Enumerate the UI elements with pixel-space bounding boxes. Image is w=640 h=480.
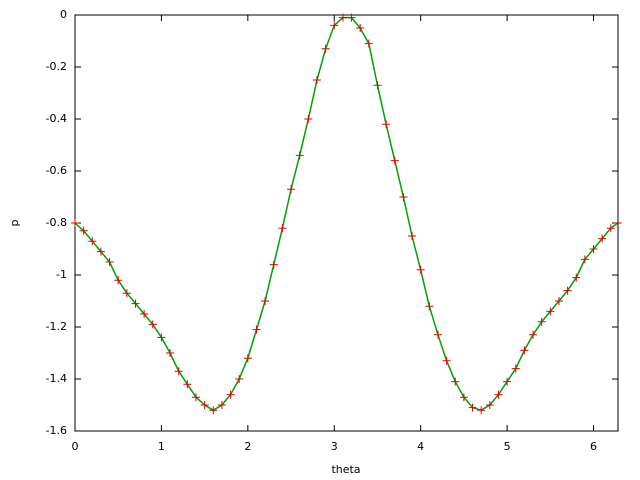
data-point bbox=[200, 401, 209, 409]
data-point bbox=[416, 265, 425, 274]
data-point bbox=[174, 367, 183, 376]
data-point bbox=[451, 377, 460, 386]
data-point bbox=[338, 13, 347, 22]
data-point bbox=[131, 299, 140, 308]
data-point bbox=[157, 333, 166, 342]
y-tick-label: -0.8 bbox=[46, 216, 67, 229]
data-point bbox=[494, 390, 503, 399]
data-point bbox=[148, 320, 157, 329]
x-axis-label: theta bbox=[331, 463, 360, 476]
y-tick-label: -0.4 bbox=[46, 112, 67, 125]
data-point bbox=[546, 307, 555, 316]
data-point bbox=[572, 273, 581, 282]
data-point bbox=[105, 258, 114, 266]
data-point bbox=[580, 255, 589, 264]
data-point bbox=[114, 276, 123, 285]
data-point bbox=[183, 380, 192, 389]
data-point bbox=[408, 232, 417, 240]
y-tick-label: -1.4 bbox=[46, 372, 67, 385]
data-point bbox=[312, 76, 321, 84]
data-point bbox=[606, 224, 615, 233]
y-tick-label: -1.2 bbox=[46, 320, 67, 333]
data-point bbox=[295, 151, 304, 160]
data-point bbox=[209, 406, 218, 415]
data-point bbox=[598, 234, 607, 243]
data-point bbox=[88, 237, 97, 246]
data-point bbox=[390, 156, 399, 165]
x-tick-label: 4 bbox=[417, 440, 424, 453]
data-point bbox=[217, 401, 226, 409]
x-tick-label: 3 bbox=[331, 440, 338, 453]
data-point bbox=[485, 401, 494, 409]
y-tick-label: -1.6 bbox=[46, 424, 67, 437]
y-tick-label: -0.6 bbox=[46, 164, 67, 177]
data-point bbox=[442, 356, 451, 365]
data-point bbox=[399, 193, 408, 201]
y-axis-label: p bbox=[8, 219, 21, 226]
data-point bbox=[529, 330, 538, 339]
data-point bbox=[96, 247, 105, 256]
data-point bbox=[79, 226, 88, 235]
y-tick-label: 0 bbox=[60, 8, 67, 21]
data-point bbox=[425, 302, 434, 311]
data-point bbox=[252, 325, 261, 334]
y-tick-label: -0.2 bbox=[46, 60, 67, 73]
data-point bbox=[122, 289, 131, 298]
y-tick-label: -1 bbox=[56, 268, 67, 281]
data-point bbox=[373, 81, 382, 90]
data-point bbox=[563, 286, 572, 295]
data-point bbox=[191, 393, 200, 402]
data-point bbox=[511, 364, 520, 373]
data-point bbox=[347, 13, 356, 22]
x-tick-label: 1 bbox=[158, 440, 165, 453]
data-point bbox=[537, 317, 546, 326]
plot-frame bbox=[74, 14, 619, 432]
data-point bbox=[589, 245, 598, 253]
series-line bbox=[74, 16, 619, 412]
data-point bbox=[382, 120, 391, 129]
data-point bbox=[468, 403, 477, 412]
data-point bbox=[520, 346, 529, 355]
data-point bbox=[364, 39, 373, 48]
data-point bbox=[243, 354, 252, 363]
x-tick-label: 6 bbox=[590, 440, 597, 453]
data-point bbox=[140, 310, 149, 318]
data-point bbox=[235, 375, 244, 383]
data-point bbox=[459, 393, 468, 402]
data-point bbox=[554, 297, 563, 305]
data-point bbox=[433, 330, 442, 339]
x-tick-label: 5 bbox=[504, 440, 511, 453]
data-point bbox=[269, 260, 278, 269]
data-point bbox=[330, 21, 339, 30]
data-point bbox=[287, 185, 296, 194]
data-point bbox=[278, 224, 287, 233]
x-tick-label: 0 bbox=[72, 440, 79, 453]
data-point bbox=[261, 297, 270, 305]
data-point bbox=[71, 219, 79, 227]
data-point bbox=[477, 406, 486, 415]
data-point bbox=[166, 349, 175, 357]
x-tick-label: 2 bbox=[244, 440, 251, 453]
data-point bbox=[226, 390, 235, 399]
data-point bbox=[304, 115, 313, 123]
data-point bbox=[321, 44, 330, 53]
data-point bbox=[356, 24, 365, 32]
data-point bbox=[503, 377, 512, 386]
data-point bbox=[613, 219, 622, 227]
